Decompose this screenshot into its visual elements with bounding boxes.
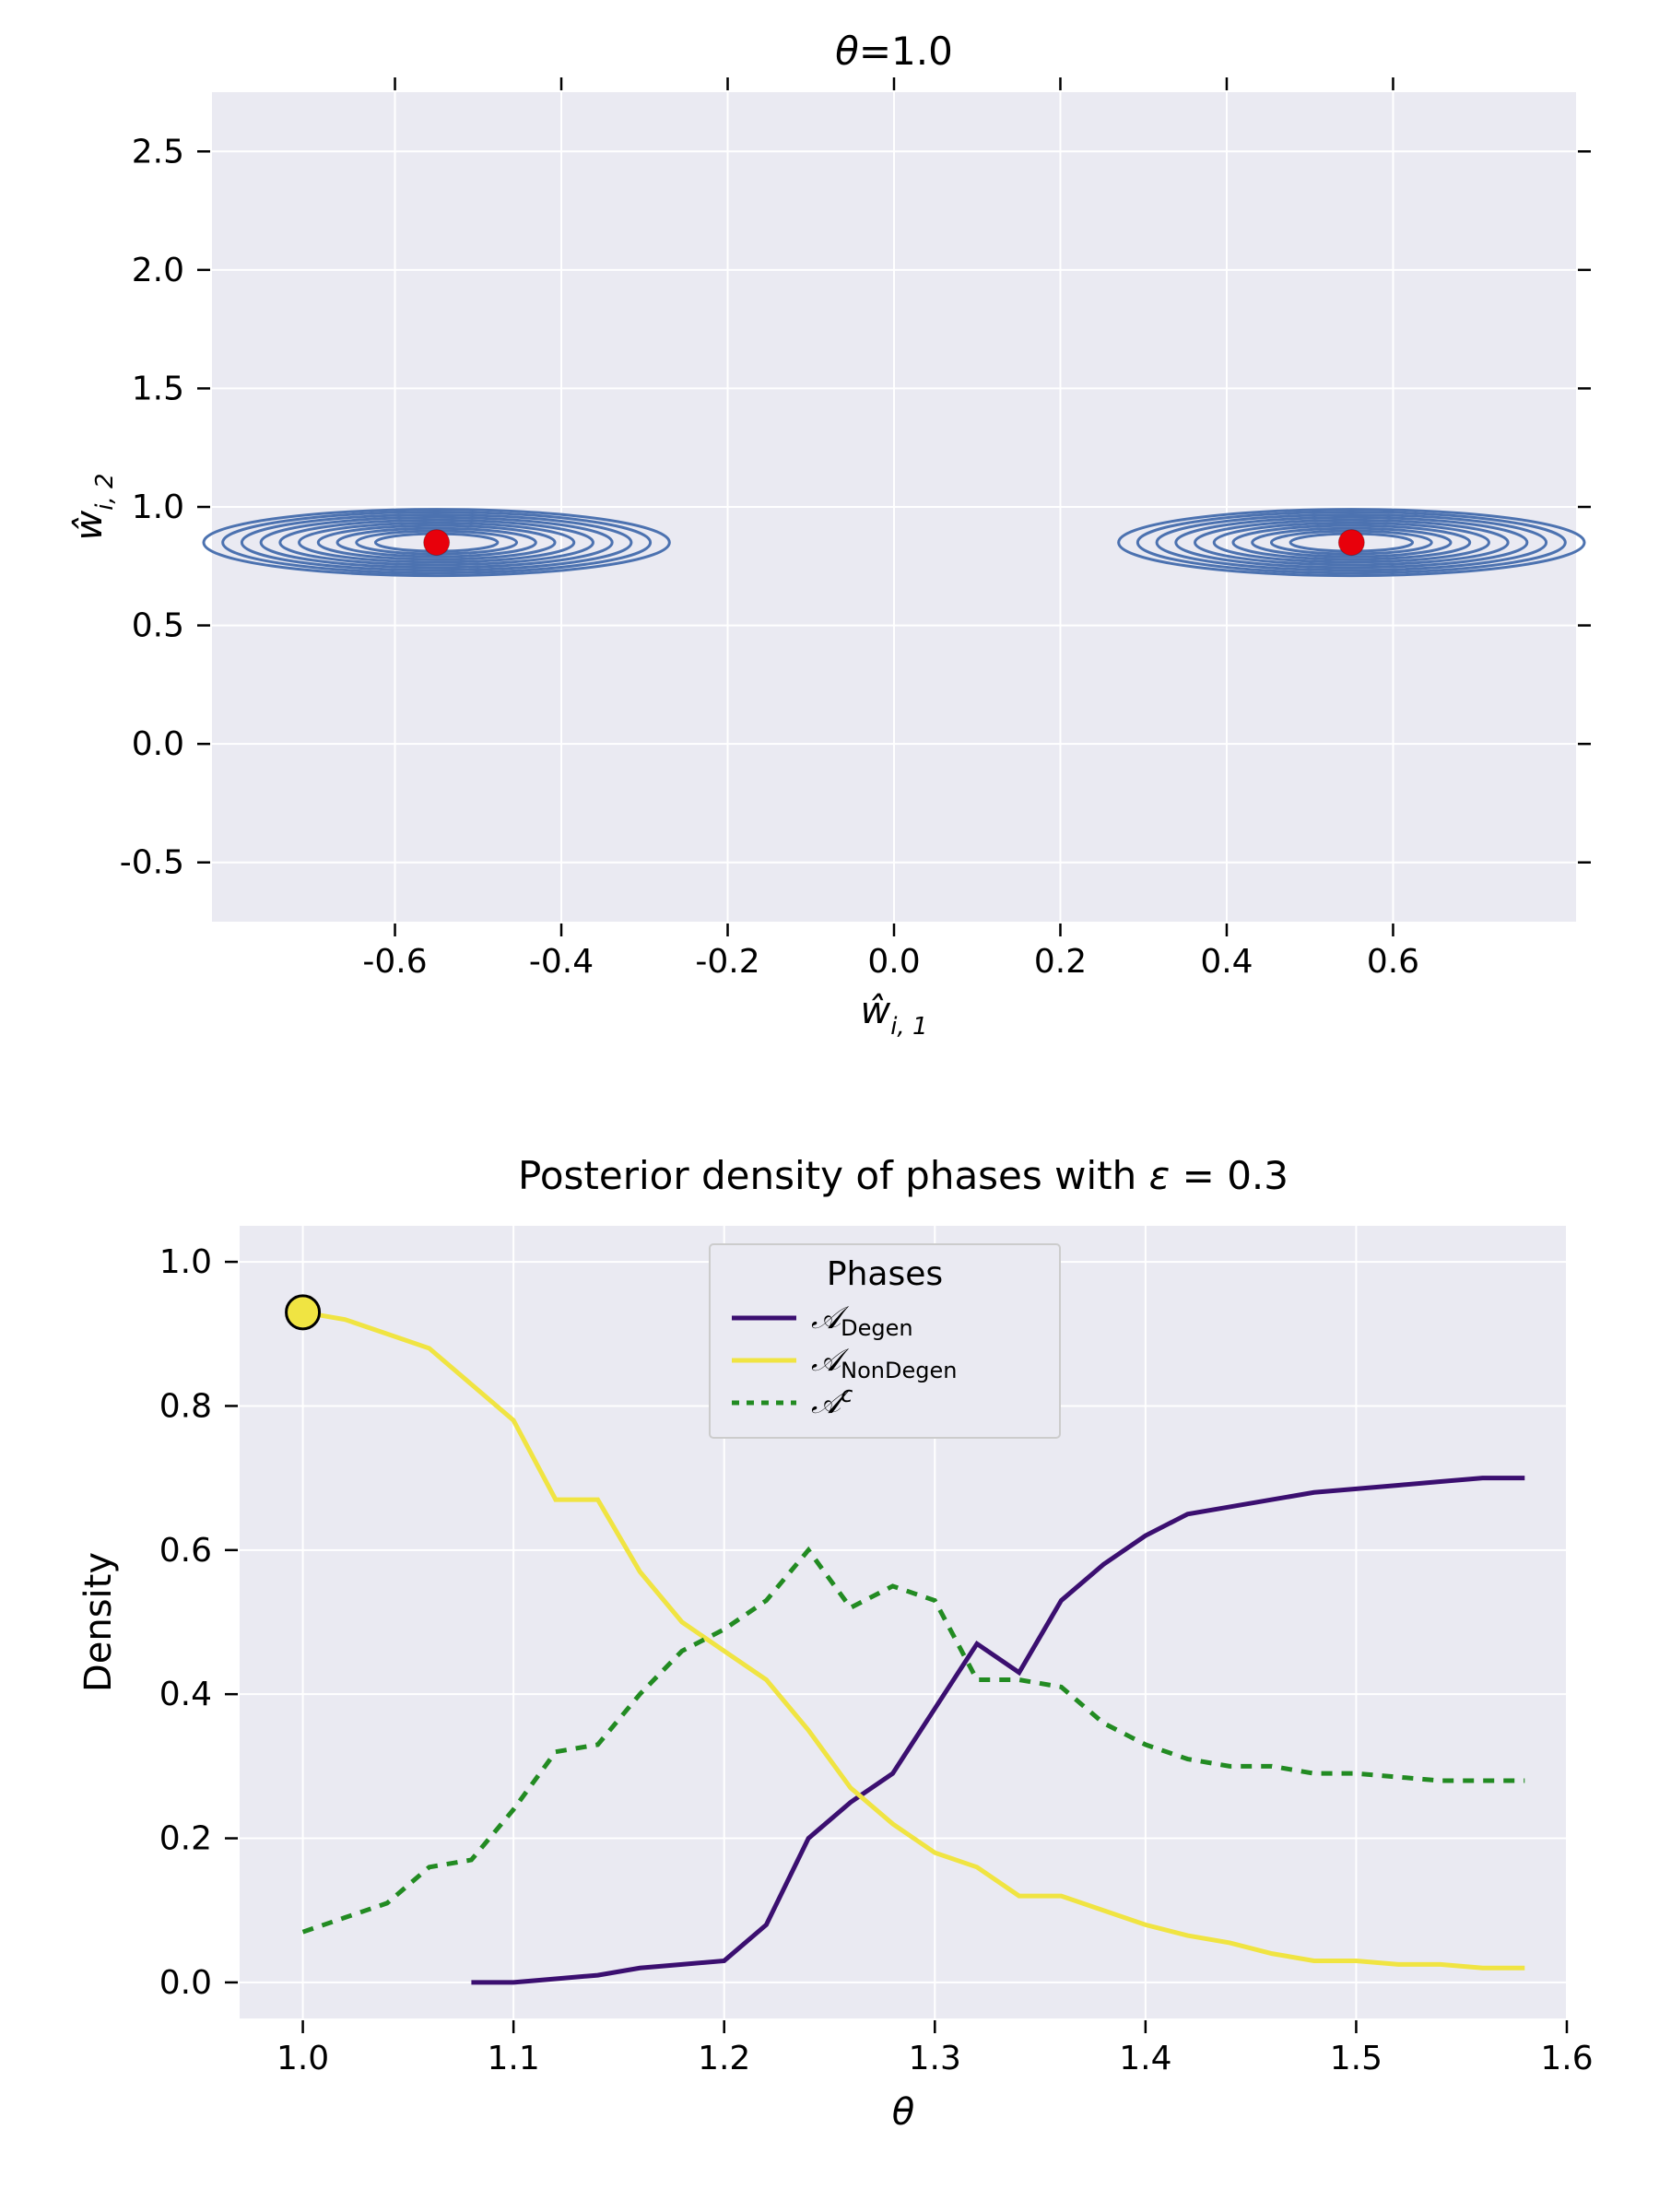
current-theta-marker: [287, 1296, 320, 1329]
top-chart: -0.6 -0.4 -0.2 0.0 0.2 0.4 0.6 -0.5 0.0 0.5 1.0 1.5…: [68, 29, 1591, 1041]
ytick-label: 0.8: [159, 1387, 212, 1425]
ytick-label: 1.5: [132, 370, 184, 407]
xtick-label: 1.0: [276, 2040, 329, 2077]
center-marker: [1338, 530, 1364, 556]
ytick-label: 0.6: [159, 1532, 212, 1570]
ytick-label: 1.0: [132, 488, 184, 526]
xtick-label: 0.4: [1200, 943, 1253, 981]
xtick-label: 0.0: [867, 943, 920, 981]
ylabel: Density: [77, 1552, 120, 1692]
xtick-label: -0.2: [695, 943, 759, 981]
bottom-chart: 1.0 1.1 1.2 1.3 1.4 1.5 1.6 0.0 0.2 0.4 0.6 0.8 1.0 P…: [77, 1153, 1594, 2134]
xtick-label: 0.6: [1367, 943, 1419, 981]
ytick-label: 0.2: [159, 1820, 212, 1858]
ytick-label: 2.0: [132, 252, 184, 289]
ytick-label: -0.5: [120, 844, 184, 882]
xtick-label: 1.3: [909, 2040, 961, 2077]
xlabel: θ: [892, 2091, 914, 2134]
ylabel: ŵi, 2: [68, 473, 119, 540]
ytick-label: 0.4: [159, 1676, 212, 1713]
figure: -0.6 -0.4 -0.2 0.0 0.2 0.4 0.6 -0.5 0.0 0.5 1.0 1.5…: [0, 0, 1659, 2212]
legend-title: Phases: [827, 1255, 943, 1293]
xtick-label: 1.4: [1119, 2040, 1171, 2077]
svg-root: -0.6 -0.4 -0.2 0.0 0.2 0.4 0.6 -0.5 0.0 0.5 1.0 1.5…: [0, 0, 1659, 2212]
xtick-label: 1.1: [488, 2040, 540, 2077]
center-marker: [424, 530, 450, 556]
ytick-label: 2.5: [132, 133, 184, 171]
ytick-label: 1.0: [159, 1243, 212, 1281]
xtick-label: 1.2: [698, 2040, 750, 2077]
chart-title: θ=1.0: [835, 29, 953, 74]
xtick-label: 0.2: [1034, 943, 1087, 981]
ytick-label: 0.0: [159, 1964, 212, 2002]
chart-title: Posterior density of phases with ε = 0.3: [518, 1153, 1288, 1198]
ytick-label: 0.5: [132, 607, 184, 645]
xtick-label: -0.4: [529, 943, 594, 981]
ytick-label: 0.0: [132, 725, 184, 763]
xtick-label: 1.5: [1330, 2040, 1382, 2077]
xlabel: ŵi, 1: [860, 990, 927, 1041]
xtick-label: -0.6: [362, 943, 427, 981]
xtick-label: 1.6: [1540, 2040, 1593, 2077]
